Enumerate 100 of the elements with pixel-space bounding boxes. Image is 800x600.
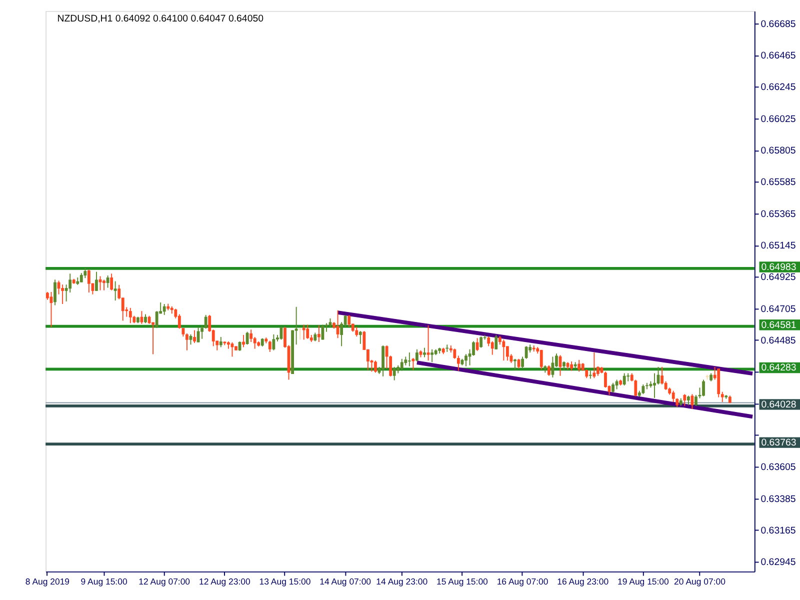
candlestick (400, 358, 404, 372)
x-tick-label: 8 Aug 2019 (25, 576, 70, 587)
candlestick (521, 356, 524, 369)
candlestick (453, 348, 456, 360)
ref-line-label: 0.64581 (761, 320, 796, 331)
ref-line-label: 0.63763 (761, 438, 796, 449)
candlestick (298, 327, 302, 340)
candlestick (328, 318, 332, 328)
candlestick (392, 366, 396, 381)
candlestick (426, 324, 430, 362)
candlestick (416, 348, 418, 362)
candlestick (524, 346, 528, 360)
ref-line-label: 0.64983 (761, 262, 796, 273)
candlestick (456, 355, 460, 372)
candlestick (204, 314, 208, 330)
candlestick (578, 359, 581, 372)
candlestick (694, 394, 698, 406)
y-tick-label: 0.63165 (760, 526, 796, 537)
candlestick (186, 332, 188, 351)
y-tick-label: 0.64925 (760, 272, 796, 284)
candlestick (514, 358, 516, 370)
candlestick (547, 364, 550, 376)
candlestick (622, 372, 626, 386)
candlestick (155, 310, 158, 329)
candlestick (272, 334, 276, 351)
candlestick (487, 336, 490, 347)
y-tick-label: 0.65585 (760, 177, 796, 188)
candlestick (626, 372, 630, 382)
candlestick (102, 279, 106, 291)
y-tick-label: 0.65805 (760, 146, 796, 157)
candlestick (87, 268, 90, 293)
y-tick-label: 0.63605 (760, 462, 796, 474)
candlestick (268, 340, 272, 352)
y-tick-label: 0.65365 (760, 208, 796, 220)
candlestick (720, 391, 724, 403)
x-tick-label: 19 Aug 15:00 (617, 576, 670, 587)
candlestick (110, 273, 114, 291)
candlestick (464, 354, 468, 367)
ref-line-label: 0.64283 (761, 362, 796, 374)
candlestick (193, 330, 196, 344)
y-tick-label: 0.64485 (760, 336, 796, 347)
y-tick-label: 0.66025 (760, 114, 796, 125)
candlestick (683, 394, 686, 406)
candlestick (317, 324, 320, 342)
candlestick (596, 366, 600, 376)
candlestick (490, 340, 494, 356)
candlestick (54, 279, 56, 306)
candlestick (642, 384, 645, 395)
candlestick (242, 334, 245, 348)
candlestick (506, 346, 509, 362)
x-tick-label: 14 Aug 23:00 (376, 576, 428, 587)
candlestick (114, 280, 117, 302)
y-tick-label: 0.66685 (760, 18, 796, 30)
ref-line-label: 0.64028 (761, 399, 796, 410)
candlestick (502, 339, 506, 362)
candlestick (702, 379, 705, 397)
candlestick (408, 352, 411, 367)
chart-title: NZDUSD,H1 0.64092 0.64100 0.64047 0.64050 (57, 14, 264, 25)
candlestick (660, 366, 664, 385)
candlestick (95, 271, 98, 292)
candlestick (246, 331, 249, 346)
candlestick (200, 324, 204, 340)
y-tick-label: 0.66245 (760, 82, 796, 94)
x-tick-label: 12 Aug 07:00 (138, 576, 190, 587)
y-tick-label: 0.65145 (760, 240, 796, 252)
candlestick (306, 324, 310, 340)
candlestick (325, 322, 328, 332)
x-tick-label: 16 Aug 07:00 (496, 576, 548, 587)
candlestick (551, 356, 554, 378)
x-tick-label: 13 Aug 15:00 (259, 576, 311, 587)
x-tick-label: 20 Aug 07:00 (674, 576, 726, 587)
x-tick-label: 12 Aug 23:00 (198, 576, 251, 587)
candlestick (98, 276, 102, 291)
x-tick-label: 15 Aug 15:00 (436, 576, 488, 587)
candlestick (430, 348, 434, 363)
candlestick (615, 379, 618, 390)
candlestick (162, 304, 166, 316)
y-tick-label: 0.66465 (760, 50, 796, 62)
candlestick (653, 372, 656, 398)
x-tick-label: 14 Aug 07:00 (320, 576, 372, 587)
candlestick (374, 360, 377, 374)
x-tick-label: 9 Aug 15:00 (80, 576, 128, 587)
y-tick-label: 0.62945 (760, 557, 796, 568)
candlestick (686, 395, 690, 406)
y-tick-label: 0.64705 (760, 304, 796, 315)
candlestick (472, 340, 475, 356)
candlestick (672, 390, 675, 403)
candlestick (128, 307, 132, 324)
y-tick-label: 0.63385 (760, 494, 796, 505)
candlestick (358, 330, 362, 344)
candlestick (612, 382, 614, 394)
candlestick (84, 267, 87, 279)
candlestick (219, 336, 222, 348)
x-tick-label: 16 Aug 23:00 (557, 576, 609, 587)
candlestick (348, 314, 351, 328)
candlestick (604, 371, 607, 388)
candlestick (61, 284, 64, 304)
candlestick (355, 326, 358, 338)
candlestick (540, 349, 543, 370)
candlestick (250, 329, 253, 342)
